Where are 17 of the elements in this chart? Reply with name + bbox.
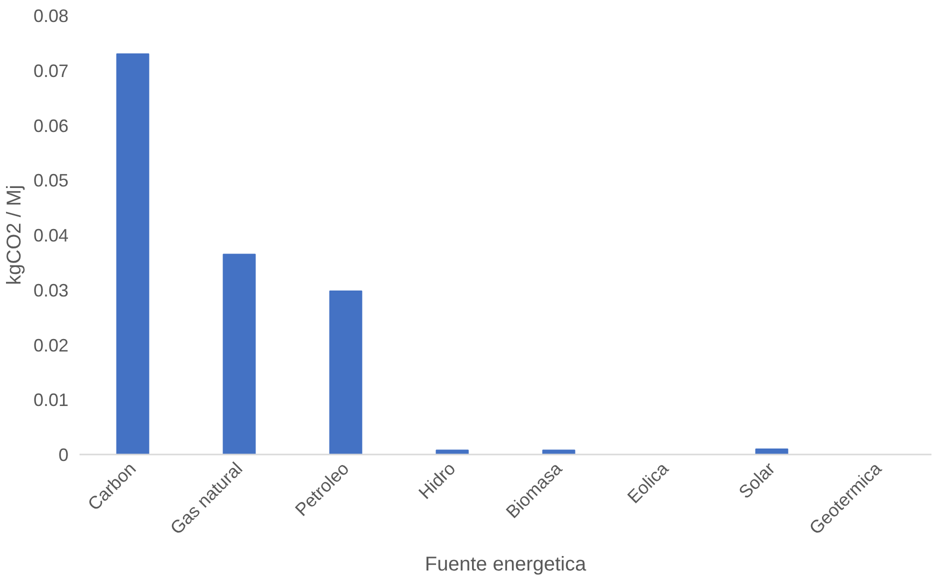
y-tick-label: 0.03: [33, 280, 69, 300]
bar: [436, 450, 469, 454]
y-tick-label: 0.06: [33, 116, 69, 136]
bar: [116, 53, 150, 454]
y-tick-label: 0.02: [33, 335, 69, 356]
y-tick-label: 0: [58, 445, 69, 465]
bar: [542, 450, 576, 454]
y-tick-label: 0.04: [33, 226, 69, 246]
bar: [755, 448, 788, 454]
y-tick-label: 0.01: [33, 390, 69, 410]
bar: [222, 254, 256, 454]
x-axis-title: Fuente energetica: [424, 553, 587, 576]
bar: [329, 290, 362, 454]
y-tick-label: 0.07: [33, 60, 69, 81]
y-axis-title: kgCO2 / Mj: [3, 184, 26, 286]
y-tick-label: 0.05: [33, 170, 69, 191]
y-tick-label: 0.08: [33, 6, 69, 26]
